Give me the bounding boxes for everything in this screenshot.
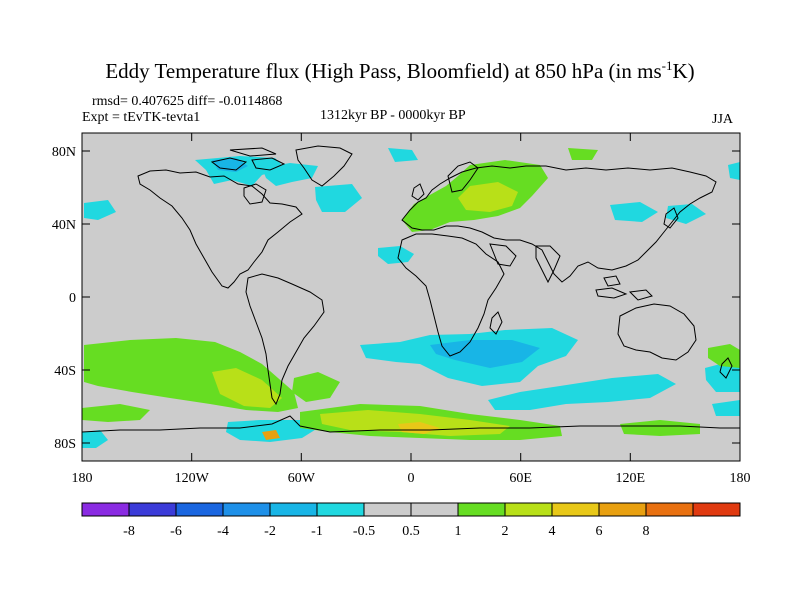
anomaly-patch <box>84 200 116 220</box>
colorbar-swatch <box>457 502 506 517</box>
colorbar: -8 -6 -4 -2 -1 -0.5 0.5 1 2 4 6 8 <box>81 502 741 539</box>
experiment-label: Expt = tEvTK-tevta1 <box>82 110 201 125</box>
lat-label-0: 0 <box>69 291 76 306</box>
colorbar-label: -1 <box>311 524 323 539</box>
coastline-indonesia <box>595 275 653 301</box>
colorbar-swatch <box>645 502 694 517</box>
coastline-arctic-islands <box>210 147 286 171</box>
colorbar-label: -4 <box>217 524 229 539</box>
coastline-australia <box>617 303 697 361</box>
anomaly-patch <box>728 162 740 180</box>
lon-label-60w: 60W <box>288 471 316 486</box>
colorbar-label: 0.5 <box>402 524 420 539</box>
colorbar-swatch <box>692 502 741 517</box>
anomaly-patch <box>378 246 414 264</box>
coastline-eurasia <box>401 165 717 283</box>
anomaly-patch <box>262 430 280 440</box>
map-panel: 80N 40N 0 40S 80S 180 120W 60W 0 60E 120… <box>52 132 751 486</box>
coastline-india <box>535 245 561 284</box>
coastlines <box>82 145 740 433</box>
colorbar-swatch <box>504 502 553 517</box>
coastline-uk <box>411 183 425 201</box>
colorbar-swatch <box>222 502 271 517</box>
anomaly-patch <box>708 344 740 368</box>
map-title: Eddy Temperature flux (High Pass, Bloomf… <box>105 58 695 83</box>
colorbar-label: -8 <box>123 524 135 539</box>
anomaly-patch <box>398 422 440 434</box>
colorbar-label: 4 <box>549 524 556 539</box>
anomaly-patch <box>458 182 518 212</box>
period-label: 1312kyr BP - 0000kyr BP <box>320 108 466 123</box>
anomaly-patch <box>315 184 362 212</box>
anomaly-patch <box>712 400 740 416</box>
colorbar-swatch <box>269 502 318 517</box>
coastline-japan <box>663 207 679 229</box>
colorbar-label: 2 <box>502 524 509 539</box>
coastline-hudson-bay <box>243 183 267 205</box>
colorbar-label: 8 <box>643 524 650 539</box>
coastline-south-america <box>245 273 325 406</box>
colorbar-swatch <box>410 502 459 517</box>
lon-label-0: 0 <box>408 471 415 486</box>
anomaly-patch <box>488 374 676 410</box>
lon-label-180w: 180 <box>72 471 93 486</box>
colorbar-label: 6 <box>596 524 603 539</box>
anomaly-patch <box>568 148 598 160</box>
lon-label-60e: 60E <box>509 471 532 486</box>
anomaly-patch <box>620 420 700 436</box>
colorbar-label: -6 <box>170 524 182 539</box>
coastline-north-america <box>137 169 303 289</box>
lat-label-80n: 80N <box>52 145 76 160</box>
coastline-arabia <box>489 243 517 267</box>
colorbar-swatch <box>81 502 130 517</box>
coastline-antarctica <box>82 415 740 433</box>
lat-label-80s: 80S <box>54 437 76 452</box>
colorbar-label: 1 <box>455 524 462 539</box>
anomaly-patch <box>430 340 540 368</box>
lat-label-40n: 40N <box>52 218 76 233</box>
season-label: JJA <box>712 112 734 127</box>
anomaly-patch <box>292 372 340 402</box>
lon-label-180e: 180 <box>730 471 751 486</box>
lon-label-120e: 120E <box>616 471 646 486</box>
coastline-africa <box>397 233 505 357</box>
coastline-greenland <box>295 145 353 187</box>
coastline-scandinavia <box>447 161 479 193</box>
coastline-new-zealand <box>719 357 733 379</box>
anomaly-patch <box>610 202 658 222</box>
anomaly-patch <box>212 368 282 408</box>
colorbar-swatch <box>598 502 647 517</box>
colorbar-swatch <box>316 502 365 517</box>
anomaly-patch <box>388 148 418 162</box>
colorbar-swatch <box>175 502 224 517</box>
anomaly-patch <box>82 404 150 422</box>
colorbar-swatch <box>551 502 600 517</box>
colorbar-label: -0.5 <box>353 524 375 539</box>
colorbar-swatch <box>128 502 177 517</box>
coastline-madagascar <box>489 311 503 335</box>
lon-label-120w: 120W <box>175 471 210 486</box>
colorbar-swatches <box>81 502 741 517</box>
tick-marks <box>81 133 741 461</box>
anomaly-patch <box>705 362 740 392</box>
rmsd-diff-label: rmsd= 0.407625 diff= -0.0114868 <box>92 94 283 109</box>
lat-label-40s: 40S <box>54 364 76 379</box>
anomaly-patch <box>666 204 706 224</box>
colorbar-label: -2 <box>264 524 276 539</box>
colorbar-swatch <box>363 502 412 517</box>
